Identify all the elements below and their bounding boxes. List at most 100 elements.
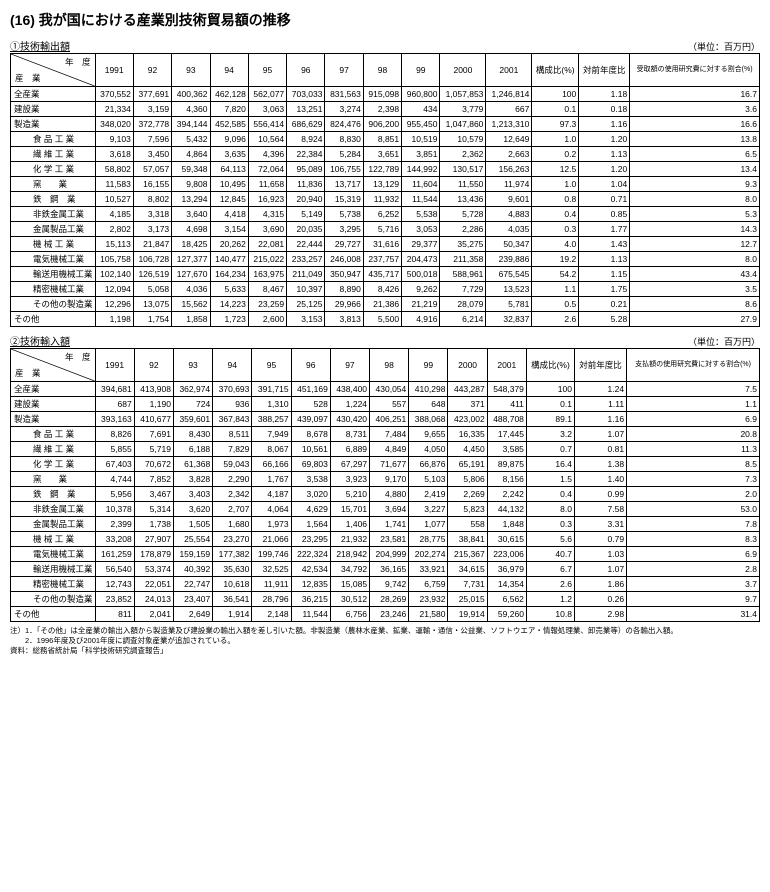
cell: 57,057	[133, 162, 171, 177]
cell: 1.86	[574, 577, 626, 592]
cell: 9.3	[630, 177, 760, 192]
cell: 1.24	[574, 382, 626, 397]
row-label: 非鉄金属工業	[11, 207, 96, 222]
cell: 0.7	[526, 442, 574, 457]
cell: 5,719	[134, 442, 173, 457]
table-row: 窯 業11,58316,1559,80810,49511,65811,83613…	[11, 177, 760, 192]
cell: 22,051	[134, 577, 173, 592]
year-header: 96	[291, 349, 330, 382]
cell: 5.6	[526, 532, 574, 547]
cell: 413,908	[134, 382, 173, 397]
cell: 3,053	[402, 222, 440, 237]
cell: 11,932	[363, 192, 401, 207]
cell: 1.15	[579, 267, 630, 282]
cell: 22,081	[248, 237, 286, 252]
cell: 528	[291, 397, 330, 412]
cell: 9,742	[370, 577, 409, 592]
cell: 53,374	[134, 562, 173, 577]
cell: 1.03	[574, 547, 626, 562]
cell: 686,629	[287, 117, 325, 132]
cell: 3,450	[133, 147, 171, 162]
cell: 724	[173, 397, 212, 412]
cell: 4,050	[409, 442, 448, 457]
cell: 9,170	[370, 472, 409, 487]
cell: 488,708	[487, 412, 526, 427]
cell: 1,505	[173, 517, 212, 532]
cell: 12.7	[630, 237, 760, 252]
cell: 65,191	[448, 457, 487, 472]
cell: 7,691	[134, 427, 173, 442]
cell: 400,362	[172, 87, 210, 102]
cell: 202,274	[409, 547, 448, 562]
cell: 10,527	[95, 192, 133, 207]
cell: 122,789	[363, 162, 401, 177]
cell: 0.1	[532, 102, 579, 117]
cell: 4.0	[532, 237, 579, 252]
cell: 2,649	[173, 607, 212, 622]
cell: 5,103	[409, 472, 448, 487]
cell: 8.0	[630, 252, 760, 267]
cell: 2,707	[213, 502, 252, 517]
cell: 388,068	[409, 412, 448, 427]
cell: 4,450	[448, 442, 487, 457]
cell: 17,445	[487, 427, 526, 442]
cell: 199,746	[252, 547, 291, 562]
cell: 10,378	[95, 502, 134, 517]
cell: 6,889	[330, 442, 369, 457]
cell: 2.0	[627, 487, 760, 502]
table-row: 金属製品工業2,8023,1734,6983,1543,69020,0353,2…	[11, 222, 760, 237]
cell: 9,103	[95, 132, 133, 147]
cell: 211,358	[440, 252, 486, 267]
cell: 100	[532, 87, 579, 102]
cell: 218,942	[330, 547, 369, 562]
table-row: 機 械 工 業33,20827,90725,55423,27021,06623,…	[11, 532, 760, 547]
cell: 0.85	[579, 207, 630, 222]
cell: 13,075	[133, 297, 171, 312]
cell: 1.0	[532, 132, 579, 147]
cell: 8.0	[630, 192, 760, 207]
cell: 5,058	[133, 282, 171, 297]
row-label: 全産業	[11, 87, 96, 102]
cell: 13,523	[486, 282, 532, 297]
cell: 4,864	[172, 147, 210, 162]
cell: 22,384	[287, 147, 325, 162]
cell: 3.5	[630, 282, 760, 297]
note-line: 注）1．「その他」は全産業の輸出入額から製造業及び建設業の輸出入額を差し引いた額…	[10, 626, 760, 636]
cell: 0.71	[579, 192, 630, 207]
cell: 2,286	[440, 222, 486, 237]
cell: 8,731	[330, 427, 369, 442]
cell: 439,097	[291, 412, 330, 427]
cell: 8,156	[487, 472, 526, 487]
cell: 66,166	[252, 457, 291, 472]
cell: 12,845	[210, 192, 248, 207]
cell: 5,432	[172, 132, 210, 147]
cell: 1.20	[579, 132, 630, 147]
cell: 5.28	[579, 312, 630, 327]
cell: 675,545	[486, 267, 532, 282]
row-label: 窯 業	[11, 177, 96, 192]
cell: 126,519	[133, 267, 171, 282]
cell: 9,601	[486, 192, 532, 207]
cell: 3,295	[325, 222, 363, 237]
cell: 3,063	[248, 102, 286, 117]
cell: 13,129	[363, 177, 401, 192]
cell: 7,820	[210, 102, 248, 117]
cell: 443,287	[448, 382, 487, 397]
year-header: 2000	[448, 349, 487, 382]
cell: 3,694	[370, 502, 409, 517]
cell: 3,828	[173, 472, 212, 487]
cell: 9,808	[172, 177, 210, 192]
cell: 3,020	[291, 487, 330, 502]
cell: 32,837	[486, 312, 532, 327]
cell: 8.6	[630, 297, 760, 312]
year-header: 1991	[95, 54, 133, 87]
cell: 7.5	[627, 382, 760, 397]
cell: 144,992	[402, 162, 440, 177]
cell: 11,544	[291, 607, 330, 622]
cell: 24,013	[134, 592, 173, 607]
year-header: 2001	[486, 54, 532, 87]
cell: 21,847	[133, 237, 171, 252]
year-header: 92	[134, 349, 173, 382]
cell: 1.2	[526, 592, 574, 607]
cell: 370,693	[213, 382, 252, 397]
